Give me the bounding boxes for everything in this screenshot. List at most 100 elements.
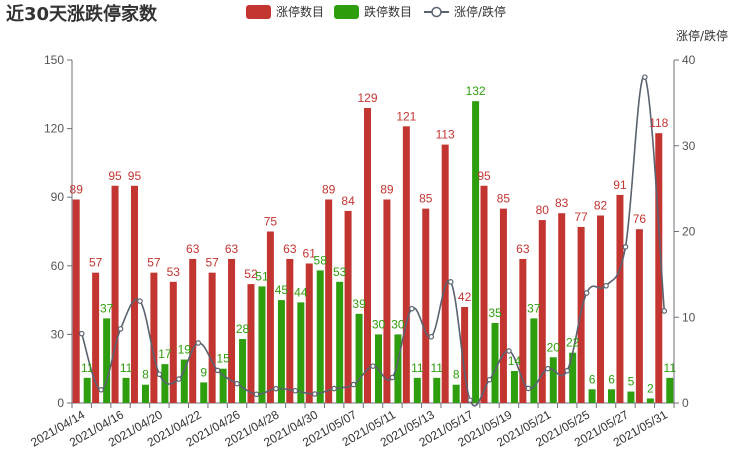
bar-up-label: 89 (70, 182, 84, 196)
bar-up (130, 185, 138, 403)
bar-down-label: 35 (488, 306, 502, 320)
bar-up (480, 185, 488, 403)
ratio-point (525, 385, 532, 392)
y-right-tick-label: 10 (682, 310, 696, 324)
bar-up-label: 76 (633, 212, 647, 226)
bar-up-label: 57 (205, 256, 219, 270)
bar-down-label: 11 (120, 361, 133, 375)
bar-up-label: 89 (322, 182, 336, 196)
bar-up (441, 144, 449, 403)
ratio-point (350, 381, 357, 388)
ratio-point (234, 380, 240, 387)
bar-up (344, 210, 352, 403)
bar-up (247, 284, 255, 403)
ratio-point (273, 385, 279, 392)
bar-up-label: 80 (536, 203, 550, 217)
ratio-point (389, 374, 396, 381)
bar-down-label: 20 (547, 340, 561, 354)
bar-up (286, 258, 294, 403)
x-axis: 2021/04/142021/04/162021/04/202021/04/22… (28, 402, 675, 450)
bar-down (472, 101, 480, 403)
bar-up-label: 82 (594, 198, 608, 212)
bar-down (200, 382, 208, 403)
ratio-point (447, 279, 454, 285)
bar-up (169, 281, 177, 403)
bar-down-label: 8 (142, 368, 149, 382)
bar-up (402, 126, 410, 404)
bar-up (558, 213, 566, 403)
bar-up-label: 63 (225, 242, 239, 256)
bar-down-label: 11 (664, 361, 677, 375)
bar-up (383, 199, 391, 403)
bar-up-label: 83 (555, 196, 569, 210)
bar-down (452, 384, 460, 403)
bar-up-label: 63 (186, 242, 200, 256)
bar-up-label: 57 (89, 256, 103, 270)
bar-up-label: 89 (380, 182, 394, 196)
bar-down-label: 58 (314, 253, 328, 267)
bar-up-label: 95 (108, 169, 122, 183)
ratio-point (486, 376, 493, 383)
ratio-point (176, 376, 182, 382)
bar-down-label: 51 (255, 269, 269, 283)
bar-up (208, 272, 216, 403)
bar-up-label: 129 (357, 91, 377, 105)
bar-down-label: 22 (566, 336, 580, 350)
bar-up (111, 185, 119, 403)
bar-down-label: 11 (411, 361, 424, 375)
bar-up (538, 220, 546, 403)
bar-up-label: 121 (396, 109, 416, 123)
ratio-point (642, 74, 648, 80)
ratio-point (214, 367, 221, 374)
bar-down-label: 15 (216, 352, 230, 366)
y-left-tick-label: 90 (51, 190, 65, 204)
bar-down-label: 11 (81, 361, 94, 375)
bar-up-label: 53 (167, 265, 181, 279)
bar-down (413, 377, 421, 403)
y-left-tick-label: 120 (44, 122, 64, 136)
bar-down (588, 389, 596, 403)
bar-up-label: 61 (303, 247, 317, 261)
y-right-axis-name: 涨停/跌停 (676, 28, 728, 43)
bar-up-label: 42 (458, 290, 472, 304)
legend-swatch-0 (246, 5, 271, 19)
chart-title: 近30天涨跌停家数 (6, 4, 158, 25)
bar-up-label: 91 (613, 178, 627, 192)
bar-down (83, 377, 91, 403)
bar-down (103, 318, 111, 403)
y-right-tick-label: 30 (682, 139, 696, 153)
bar-down (180, 359, 188, 403)
bar-down-label: 37 (100, 301, 114, 315)
bar-down (336, 281, 344, 403)
bar-down-label: 30 (391, 317, 405, 331)
bar-down (627, 391, 635, 403)
ratio-point (137, 298, 143, 304)
bar-down-label: 9 (200, 365, 207, 379)
bar-up-label: 63 (283, 242, 297, 256)
bar-down (239, 338, 247, 403)
bar-up (499, 208, 507, 403)
ratio-point (603, 282, 609, 289)
ratio-point (331, 385, 337, 392)
legend-swatch-1 (334, 5, 359, 19)
bar-down-label: 45 (275, 283, 289, 297)
legend: 涨停数目 跌停数目 涨停/跌停 (246, 4, 506, 19)
bar-down (122, 377, 130, 403)
bar-up-label: 85 (497, 192, 511, 206)
bar-down-label: 44 (294, 285, 308, 299)
bar-down (491, 322, 499, 403)
bars (72, 101, 674, 404)
ratio-point (292, 387, 299, 394)
bar-down (355, 313, 363, 403)
ratio-point (98, 386, 104, 393)
bar-down (258, 286, 266, 403)
bar-down-label: 132 (466, 84, 486, 98)
bar-down (141, 384, 149, 403)
bar-down (569, 352, 577, 403)
bar-down-label: 28 (236, 322, 250, 336)
ratio-point (467, 397, 473, 404)
bar-down (297, 302, 305, 403)
legend-marker-2 (431, 6, 442, 18)
bar-down (530, 318, 538, 403)
ratio-point (78, 330, 85, 337)
